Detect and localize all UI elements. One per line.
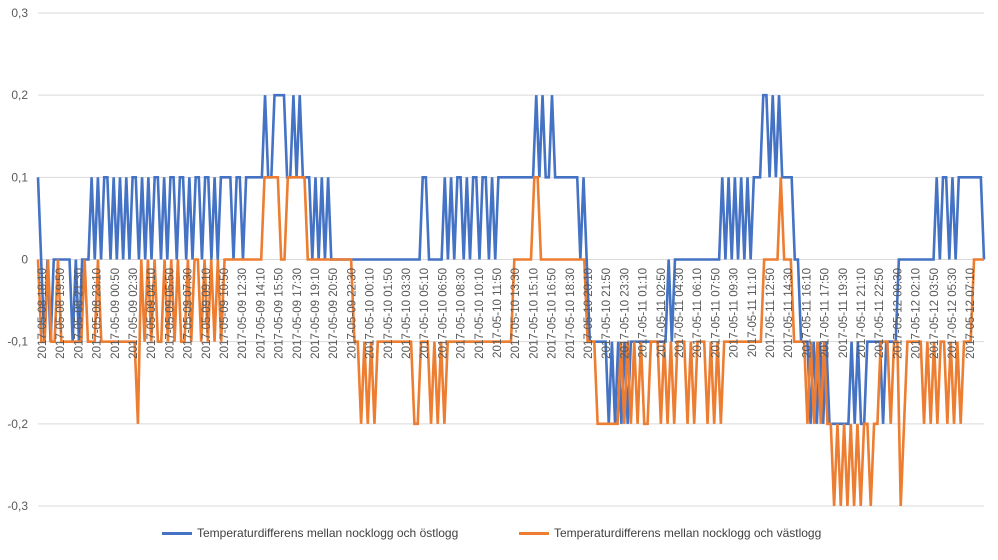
x-tick-label: 2017-05-09 12:30	[237, 268, 249, 359]
legend-label-west: Temperaturdifferens mellan nocklogg och …	[554, 526, 822, 540]
x-tick-label: 2017-05-11 11:10	[747, 268, 759, 357]
x-tick-label: 2017-05-09 04:10	[146, 268, 158, 359]
x-tick-label: 2017-05-10 21:50	[601, 268, 613, 359]
series-lines	[36, 93, 986, 507]
x-tick-label: 2017-05-11 12:50	[765, 268, 777, 358]
y-tick-label: 0	[21, 253, 28, 267]
x-tick-label: 2017-05-09 19:10	[310, 268, 322, 359]
series-line-west	[36, 176, 984, 507]
x-tick-label: 2017-05-10 03:30	[401, 268, 413, 359]
x-tick-label: 2017-05-10 15:10	[528, 268, 540, 359]
x-tick-label: 2017-05-08 18:10	[37, 268, 49, 359]
x-tick-label: 2017-05-10 06:50	[437, 268, 449, 359]
x-tick-label: 2017-05-10 13:30	[510, 268, 522, 359]
x-tick-label: 2017-05-11 02:50	[656, 268, 668, 358]
x-tick-label: 2017-05-09 14:10	[255, 268, 267, 359]
x-tick-label: 2017-05-09 07:30	[183, 268, 195, 359]
legend-label-east: Temperaturdifferens mellan nocklogg och …	[197, 526, 459, 540]
x-tick-label: 2017-05-10 11:50	[492, 268, 504, 358]
legend-swatch-west	[519, 531, 549, 535]
y-tick-label: -0,1	[7, 335, 28, 349]
x-tick-label: 2017-05-10 10:10	[474, 268, 486, 359]
x-tick-label: 2017-05-08 21:30	[73, 268, 85, 359]
x-tick-label: 2017-05-11 17:50	[820, 268, 832, 358]
x-tick-label: 2017-05-10 01:50	[383, 268, 395, 359]
x-tick-label: 2017-05-10 18:30	[565, 268, 577, 359]
x-tick-label: 2017-05-11 07:50	[710, 268, 722, 358]
legend: Temperaturdifferens mellan nocklogg och …	[0, 526, 998, 548]
legend-swatch-east	[162, 531, 192, 535]
x-tick-label: 2017-05-12 02:10	[911, 268, 923, 359]
x-tick-label: 2017-05-10 23:30	[619, 268, 631, 359]
x-tick-label: 2017-05-11 01:10	[638, 268, 650, 358]
x-tick-label: 2017-05-09 02:30	[128, 268, 140, 359]
x-tick-label: 2017-05-11 04:30	[674, 268, 686, 358]
x-tick-label: 2017-05-12 05:30	[947, 268, 959, 359]
x-tick-label: 2017-05-12 03:50	[929, 268, 941, 359]
legend-item-east: Temperaturdifferens mellan nocklogg och …	[162, 526, 458, 540]
x-tick-label: 2017-05-10 05:10	[419, 268, 431, 359]
x-tick-label: 2017-05-09 20:50	[328, 268, 340, 359]
x-tick-label: 2017-05-08 19:50	[55, 268, 67, 359]
x-tick-label: 2017-05-11 22:50	[874, 268, 886, 358]
x-tick-label: 2017-05-10 20:10	[583, 268, 595, 359]
series-line-east	[36, 93, 986, 426]
x-tick-label: 2017-05-11 09:30	[729, 268, 741, 358]
x-tick-label: 2017-05-09 05:50	[164, 268, 176, 359]
x-tick-label: 2017-05-09 22:30	[346, 268, 358, 359]
x-tick-label: 2017-05-10 08:30	[456, 268, 468, 359]
x-tick-label: 2017-05-10 00:10	[365, 268, 377, 359]
x-tick-label: 2017-05-11 06:10	[692, 268, 704, 358]
x-tick-label: 2017-05-11 19:30	[838, 268, 850, 358]
x-tick-label: 2017-05-09 00:50	[110, 268, 122, 359]
y-axis-tick-labels: 0,3 0,2 0,1 0 -0,1 -0,2 -0,3	[7, 6, 28, 513]
x-tick-label: 2017-05-09 17:30	[292, 268, 304, 359]
x-tick-label: 2017-05-11 21:10	[856, 268, 868, 358]
x-tick-label: 2017-05-11 14:30	[783, 268, 795, 358]
x-tick-label: 2017-05-12 07:10	[965, 268, 977, 359]
y-tick-label: -0,3	[7, 499, 28, 513]
x-axis-tick-labels: 2017-05-08 18:10 2017-05-08 19:50 2017-05-…	[37, 268, 977, 359]
x-tick-label: 2017-05-10 16:50	[547, 268, 559, 359]
y-tick-label: 0,3	[11, 6, 28, 20]
x-tick-label: 2017-05-11 16:10	[801, 268, 813, 358]
x-tick-label: 2017-05-12 00:30	[892, 268, 904, 359]
y-tick-label: 0,2	[11, 88, 28, 102]
y-tick-label: -0,2	[7, 417, 28, 431]
x-tick-label: 2017-05-08 23:10	[92, 268, 104, 359]
y-tick-label: 0,1	[11, 170, 28, 184]
gridlines	[38, 12, 984, 507]
x-tick-label: 2017-05-09 10:50	[219, 268, 231, 359]
x-tick-label: 2017-05-09 15:50	[274, 268, 286, 359]
legend-item-west: Temperaturdifferens mellan nocklogg och …	[519, 526, 821, 540]
x-tick-label: 2017-05-09 09:10	[201, 268, 213, 359]
